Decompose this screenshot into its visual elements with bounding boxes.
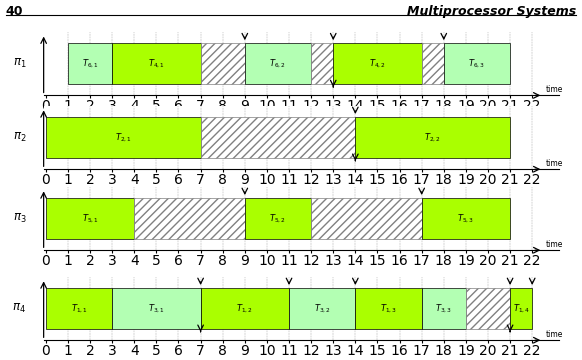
Bar (422, 43, 443, 84)
Text: Multiprocessor Systems: Multiprocessor Systems (407, 5, 576, 18)
Text: $T_{3,3}$: $T_{3,3}$ (435, 302, 452, 315)
Text: $T_{1,3}$: $T_{1,3}$ (380, 302, 397, 315)
Bar (510, 288, 532, 329)
Text: time: time (545, 159, 563, 168)
Text: $T_{1,1}$: $T_{1,1}$ (70, 302, 87, 315)
Bar (46, 117, 201, 158)
Text: $T_{6,3}$: $T_{6,3}$ (469, 58, 485, 70)
Text: time: time (545, 85, 563, 94)
Bar (443, 43, 510, 84)
Text: $\pi_4$: $\pi_4$ (12, 302, 26, 315)
Bar (134, 198, 245, 239)
Text: $T_{1,4}$: $T_{1,4}$ (513, 302, 530, 315)
Bar (112, 43, 201, 84)
Bar (46, 198, 134, 239)
Text: $T_{3,1}$: $T_{3,1}$ (148, 302, 165, 315)
Bar (201, 117, 356, 158)
Bar (68, 43, 112, 84)
Text: $T_{4,2}$: $T_{4,2}$ (369, 58, 386, 70)
Text: time: time (545, 330, 563, 339)
Text: $T_{2,2}$: $T_{2,2}$ (424, 131, 441, 144)
Text: $T_{4,1}$: $T_{4,1}$ (148, 58, 165, 70)
Bar (356, 117, 510, 158)
Bar (245, 43, 311, 84)
Text: 40: 40 (6, 5, 23, 18)
Text: $T_{1,2}$: $T_{1,2}$ (236, 302, 253, 315)
Bar (112, 288, 201, 329)
Text: $T_{5,1}$: $T_{5,1}$ (81, 212, 98, 225)
Text: $\pi_3$: $\pi_3$ (13, 212, 26, 225)
Bar (201, 288, 289, 329)
Text: $T_{5,3}$: $T_{5,3}$ (457, 212, 474, 225)
Bar (422, 198, 510, 239)
Text: $T_{3,2}$: $T_{3,2}$ (314, 302, 331, 315)
Bar (422, 288, 466, 329)
Bar (289, 288, 356, 329)
Text: $T_{2,1}$: $T_{2,1}$ (115, 131, 132, 144)
Bar (466, 288, 510, 329)
Bar (201, 43, 245, 84)
Text: $\pi_2$: $\pi_2$ (13, 131, 26, 144)
Bar (46, 288, 112, 329)
Bar (311, 198, 422, 239)
Bar (245, 198, 311, 239)
Bar (311, 43, 333, 84)
Text: $\pi_1$: $\pi_1$ (13, 57, 26, 71)
Text: $T_{6,1}$: $T_{6,1}$ (81, 58, 98, 70)
Text: $T_{6,2}$: $T_{6,2}$ (269, 58, 286, 70)
Text: time: time (545, 240, 563, 249)
Bar (333, 43, 422, 84)
Text: $T_{5,2}$: $T_{5,2}$ (269, 212, 286, 225)
Bar (356, 288, 422, 329)
